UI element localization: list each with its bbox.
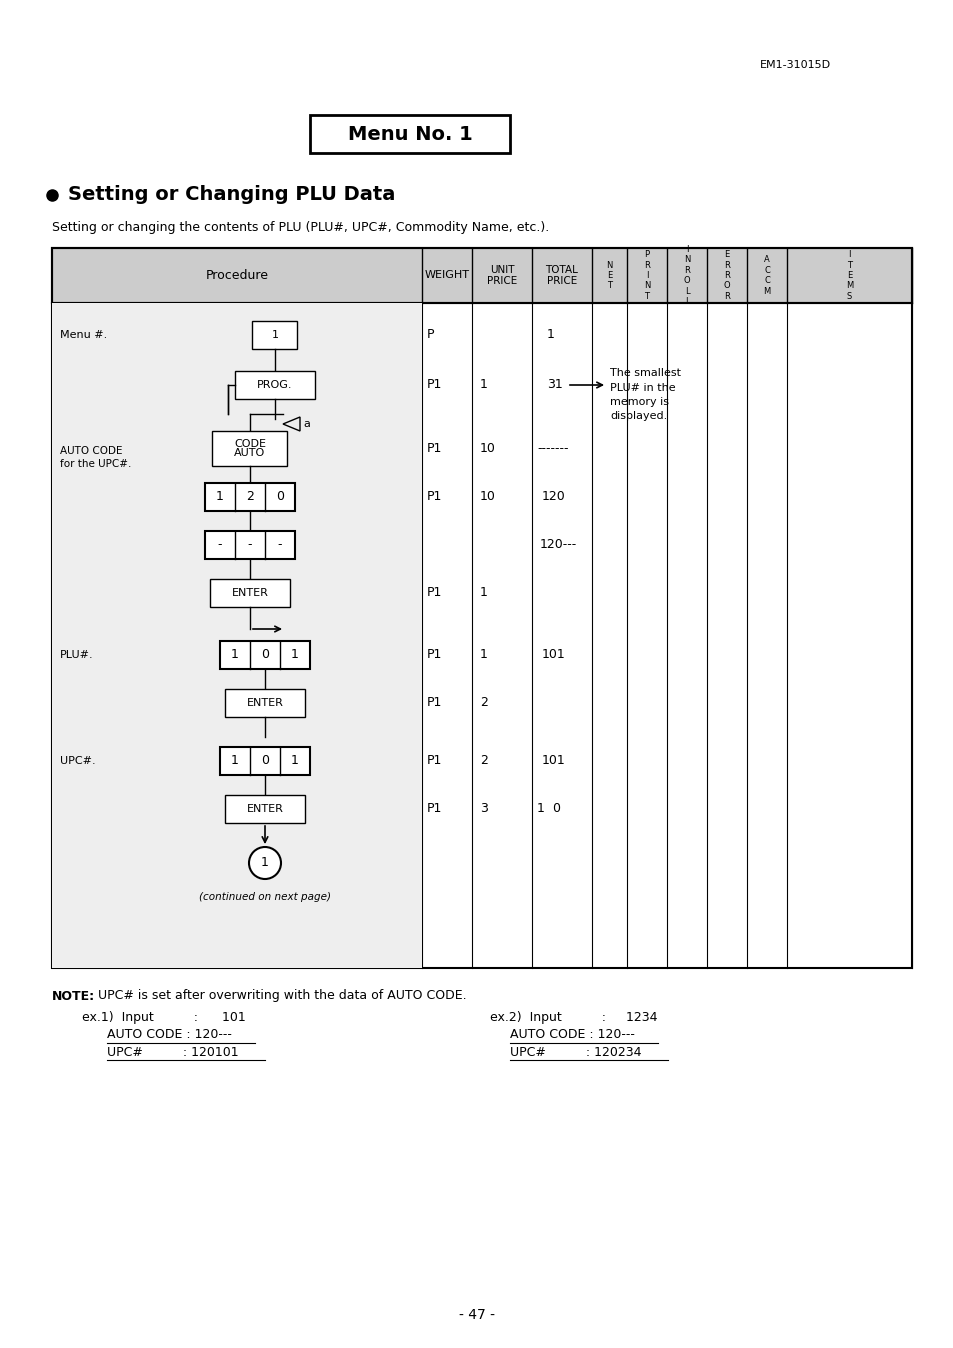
- Text: 1: 1: [231, 648, 238, 662]
- Text: 1: 1: [479, 648, 487, 662]
- Text: UPC# is set after overwriting with the data of AUTO CODE.: UPC# is set after overwriting with the d…: [94, 989, 466, 1003]
- Text: 1: 1: [479, 379, 487, 391]
- Text: 0: 0: [261, 755, 269, 767]
- Text: 101: 101: [541, 755, 565, 767]
- Text: Setting or Changing PLU Data: Setting or Changing PLU Data: [68, 186, 395, 205]
- Text: ENTER: ENTER: [246, 803, 283, 814]
- Text: 1: 1: [291, 755, 298, 767]
- Text: Procedure: Procedure: [205, 270, 268, 282]
- Text: 0: 0: [261, 648, 269, 662]
- Text: WEIGHT: WEIGHT: [424, 271, 469, 280]
- Text: P1: P1: [427, 755, 442, 767]
- Text: AUTO CODE : 120---: AUTO CODE : 120---: [107, 1029, 232, 1042]
- Text: P1: P1: [427, 802, 442, 816]
- Bar: [52, 248, 911, 303]
- Text: ENTER: ENTER: [232, 588, 268, 599]
- Text: I
T
E
M
S: I T E M S: [845, 251, 852, 301]
- Text: ex.1)  Input          :      101: ex.1) Input : 101: [82, 1011, 246, 1024]
- Text: I
N
R
O
L
L: I N R O L L: [683, 245, 690, 306]
- Text: P1: P1: [427, 648, 442, 662]
- Text: UPC#          : 120234: UPC# : 120234: [510, 1046, 640, 1058]
- Bar: [225, 689, 305, 717]
- Bar: [310, 115, 510, 154]
- Text: 2: 2: [479, 755, 487, 767]
- Text: -: -: [248, 538, 252, 551]
- Text: 1: 1: [546, 329, 555, 341]
- Text: PLU# in the: PLU# in the: [609, 383, 675, 394]
- Bar: [225, 795, 305, 824]
- Text: TOTAL
PRICE: TOTAL PRICE: [545, 264, 578, 286]
- Text: AUTO CODE: AUTO CODE: [60, 446, 122, 456]
- Text: Menu No. 1: Menu No. 1: [347, 124, 472, 143]
- Text: UNIT
PRICE: UNIT PRICE: [486, 264, 517, 286]
- Text: a: a: [303, 419, 310, 429]
- Bar: [52, 248, 911, 968]
- Text: -: -: [217, 538, 222, 551]
- Text: The smallest: The smallest: [609, 368, 680, 377]
- Bar: [210, 580, 290, 607]
- Text: Menu #.: Menu #.: [60, 330, 107, 340]
- Text: (continued on next page): (continued on next page): [199, 892, 331, 902]
- Text: PLU#.: PLU#.: [60, 650, 93, 661]
- Text: -: -: [277, 538, 282, 551]
- Text: A
C
C
M: A C C M: [762, 255, 770, 295]
- Text: 101: 101: [541, 648, 565, 662]
- Bar: [52, 303, 421, 968]
- Bar: [220, 747, 310, 775]
- Bar: [234, 371, 314, 399]
- Text: P1: P1: [427, 379, 442, 391]
- Text: displayed.: displayed.: [609, 411, 666, 421]
- Text: 3: 3: [479, 802, 487, 816]
- Text: Setting or changing the contents of PLU (PLU#, UPC#, Commodity Name, etc.).: Setting or changing the contents of PLU …: [52, 221, 549, 235]
- Text: memory is: memory is: [609, 398, 668, 407]
- Text: 2: 2: [479, 697, 487, 709]
- Text: - 47 -: - 47 -: [458, 1308, 495, 1322]
- Bar: [205, 483, 294, 511]
- Text: 1: 1: [231, 755, 238, 767]
- Text: 10: 10: [479, 442, 496, 456]
- Text: 120: 120: [541, 491, 565, 504]
- Text: ex.2)  Input          :     1234: ex.2) Input : 1234: [490, 1011, 657, 1024]
- Text: 0: 0: [275, 491, 284, 504]
- Text: 0: 0: [552, 802, 559, 816]
- Text: 1: 1: [272, 330, 278, 340]
- Text: EM1-31015D: EM1-31015D: [760, 61, 830, 70]
- Text: E
R
R
O
R: E R R O R: [723, 251, 730, 301]
- Bar: [220, 642, 310, 669]
- Text: 31: 31: [546, 379, 562, 391]
- Text: P1: P1: [427, 697, 442, 709]
- Text: 10: 10: [479, 491, 496, 504]
- Text: P1: P1: [427, 491, 442, 504]
- Text: 1: 1: [479, 586, 487, 600]
- Text: -------: -------: [537, 442, 568, 456]
- Text: AUTO: AUTO: [234, 448, 265, 458]
- Text: 1: 1: [291, 648, 298, 662]
- Text: 1: 1: [261, 856, 269, 869]
- Text: UPC#          : 120101: UPC# : 120101: [107, 1046, 238, 1058]
- Text: CODE: CODE: [233, 439, 266, 449]
- Text: for the UPC#.: for the UPC#.: [60, 460, 132, 469]
- Text: NOTE:: NOTE:: [52, 989, 95, 1003]
- Text: 1: 1: [537, 802, 544, 816]
- Bar: [253, 321, 297, 349]
- Text: N
E
T: N E T: [606, 260, 612, 290]
- Text: 120---: 120---: [539, 538, 577, 551]
- Text: UPC#.: UPC#.: [60, 756, 95, 766]
- Text: P1: P1: [427, 586, 442, 600]
- Circle shape: [249, 847, 281, 879]
- Text: ENTER: ENTER: [246, 698, 283, 708]
- Text: P1: P1: [427, 442, 442, 456]
- Text: 2: 2: [246, 491, 253, 504]
- Text: AUTO CODE : 120---: AUTO CODE : 120---: [510, 1029, 634, 1042]
- Text: 1: 1: [215, 491, 224, 504]
- Bar: [205, 531, 294, 559]
- Text: PROG.: PROG.: [257, 380, 293, 390]
- Text: P: P: [427, 329, 434, 341]
- Bar: [213, 431, 287, 466]
- Text: P
R
I
N
T: P R I N T: [643, 251, 650, 301]
